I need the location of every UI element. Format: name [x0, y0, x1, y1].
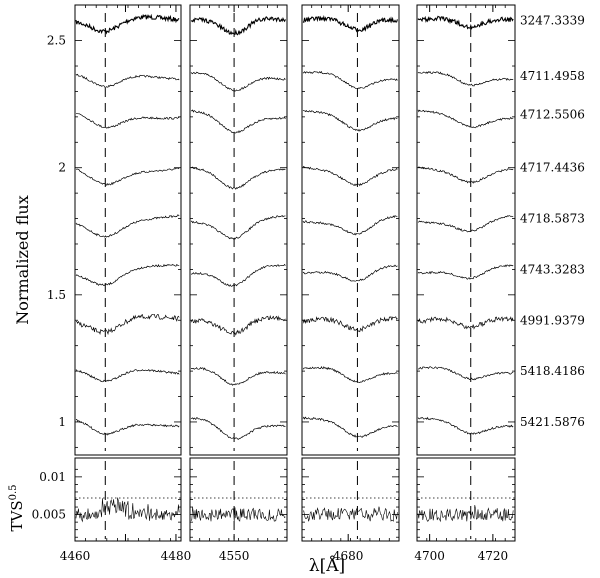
- spectrum-line: [76, 313, 180, 336]
- spectrum-line: [302, 14, 398, 33]
- spectra-frame: [74, 4, 182, 456]
- spectrum-line: [417, 316, 514, 330]
- epoch-label: 4711.4958: [520, 69, 585, 83]
- spectrum-line: [75, 418, 180, 436]
- spectrum-line: [302, 264, 398, 282]
- epoch-label: 5418.4186: [520, 364, 585, 378]
- spectrum-line: [75, 13, 180, 35]
- epoch-label: 3247.3339: [520, 13, 585, 27]
- panel-2: 4550: [189, 4, 288, 563]
- epoch-label: 4743.3283: [520, 262, 585, 276]
- x-tick-label: 4700: [414, 549, 445, 563]
- x-tick-label: 4480: [161, 549, 192, 563]
- panel-3: 4680: [301, 4, 400, 563]
- x-tick-label: 4550: [219, 549, 250, 563]
- spectrum-line: [190, 214, 286, 240]
- spectrum-line: [75, 73, 180, 88]
- tvs-frame: [189, 457, 288, 542]
- spectrum-line: [76, 113, 180, 129]
- panel-1: 4460 4480: [60, 4, 192, 563]
- spectra-frame: [301, 4, 400, 456]
- tvs-line: [75, 497, 180, 523]
- tvs-frame: [416, 457, 516, 542]
- tvs-axis-label: TVS0.5: [8, 484, 26, 531]
- spectrum-line: [190, 109, 286, 134]
- y-tick-label: 2.5: [47, 34, 66, 48]
- spectrum-line: [302, 165, 398, 187]
- spectrum-line: [190, 166, 286, 190]
- tvs-tick-label: 0.01: [39, 470, 66, 484]
- x-tick-label: 4460: [60, 549, 91, 563]
- spectra-frame: [416, 4, 516, 456]
- spectrum-line: [302, 215, 398, 236]
- spectrum-line: [190, 16, 286, 36]
- spectrum-line: [417, 15, 514, 30]
- tvs-tick-label: 0.005: [32, 508, 66, 522]
- spectrum-line: [302, 316, 398, 333]
- panels-layer: 4460 4480 4550 4680 4700 4720 1 1.5 2 2.5 0.005 0.0…: [32, 4, 585, 563]
- tvs-axis-label-base: TVS: [8, 500, 26, 531]
- x-axis-label: λ[Å]: [309, 555, 345, 576]
- spectrum-line: [302, 109, 398, 132]
- spectrum-line: [190, 314, 286, 336]
- spectrum-line: [302, 70, 398, 90]
- epoch-label: 4718.5873: [520, 212, 585, 226]
- spectrum-line: [190, 366, 286, 386]
- epoch-label: 4991.9379: [520, 313, 585, 327]
- panel-4: 4700 4720: [414, 4, 516, 563]
- spectrum-line: [75, 167, 180, 186]
- tvs-axis-label-exponent: 0.5: [8, 484, 19, 500]
- spectrum-line: [417, 109, 514, 129]
- tvs-frame: [74, 457, 182, 542]
- spectrum-line: [417, 366, 514, 381]
- tvs-frame: [301, 457, 400, 542]
- epoch-label: 4717.4436: [520, 161, 585, 175]
- spectrum-line: [190, 417, 286, 440]
- x-tick-label: 4680: [333, 549, 364, 563]
- tvs-line: [303, 506, 398, 522]
- y-tick-label: 1.5: [47, 288, 66, 302]
- y-tick-label: 1: [58, 415, 66, 429]
- y-tick-label: 2: [58, 161, 66, 175]
- tvs-line: [417, 504, 514, 523]
- spectrum-line: [302, 416, 398, 438]
- spectra-frame: [189, 4, 288, 456]
- spectrum-line: [191, 263, 286, 287]
- spectrum-line: [75, 263, 180, 287]
- spectrum-line: [75, 369, 180, 383]
- spectrum-line: [302, 366, 398, 383]
- x-tick-label: 4720: [478, 549, 509, 563]
- spectrum-line: [190, 71, 286, 92]
- tvs-line: [190, 507, 286, 522]
- spectrum-line: [417, 166, 514, 184]
- spectrum-line: [417, 70, 514, 87]
- spectrum-line: [417, 416, 514, 435]
- spectrum-line: [417, 215, 514, 233]
- epoch-label: 5421.5876: [520, 415, 585, 429]
- spectrum-line: [417, 264, 514, 280]
- epoch-label: 4712.5506: [520, 107, 585, 121]
- y-axis-label: Normalized flux: [13, 195, 32, 324]
- spectrum-line: [75, 214, 180, 238]
